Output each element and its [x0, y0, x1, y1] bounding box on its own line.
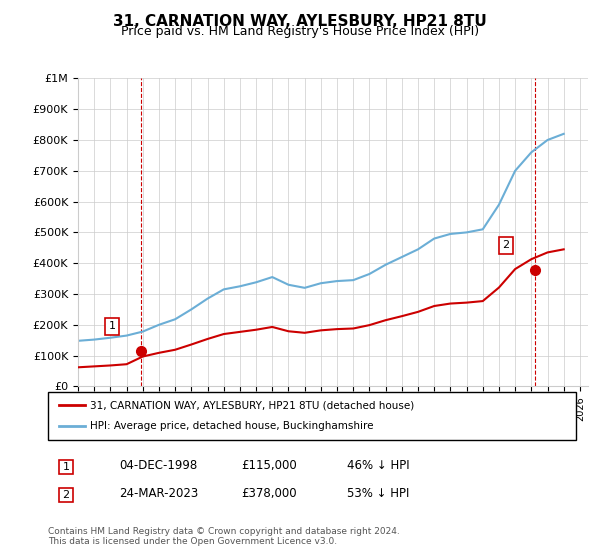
FancyBboxPatch shape — [59, 460, 73, 474]
Text: 31, CARNATION WAY, AYLESBURY, HP21 8TU: 31, CARNATION WAY, AYLESBURY, HP21 8TU — [113, 14, 487, 29]
Text: 24-MAR-2023: 24-MAR-2023 — [119, 487, 199, 501]
Text: 1: 1 — [109, 321, 116, 332]
Text: £378,000: £378,000 — [241, 487, 296, 501]
Text: 2: 2 — [62, 490, 70, 500]
Text: 1: 1 — [62, 462, 70, 472]
FancyBboxPatch shape — [48, 392, 576, 440]
Text: 04-DEC-1998: 04-DEC-1998 — [119, 459, 198, 473]
Text: HPI: Average price, detached house, Buckinghamshire: HPI: Average price, detached house, Buck… — [90, 421, 374, 431]
Text: 53% ↓ HPI: 53% ↓ HPI — [347, 487, 409, 501]
Text: 2: 2 — [502, 240, 509, 250]
Text: £115,000: £115,000 — [241, 459, 297, 473]
Text: Contains HM Land Registry data © Crown copyright and database right 2024.
This d: Contains HM Land Registry data © Crown c… — [48, 526, 400, 546]
FancyBboxPatch shape — [59, 488, 73, 502]
Text: 46% ↓ HPI: 46% ↓ HPI — [347, 459, 409, 473]
Text: Price paid vs. HM Land Registry's House Price Index (HPI): Price paid vs. HM Land Registry's House … — [121, 25, 479, 38]
Text: 31, CARNATION WAY, AYLESBURY, HP21 8TU (detached house): 31, CARNATION WAY, AYLESBURY, HP21 8TU (… — [90, 400, 415, 410]
